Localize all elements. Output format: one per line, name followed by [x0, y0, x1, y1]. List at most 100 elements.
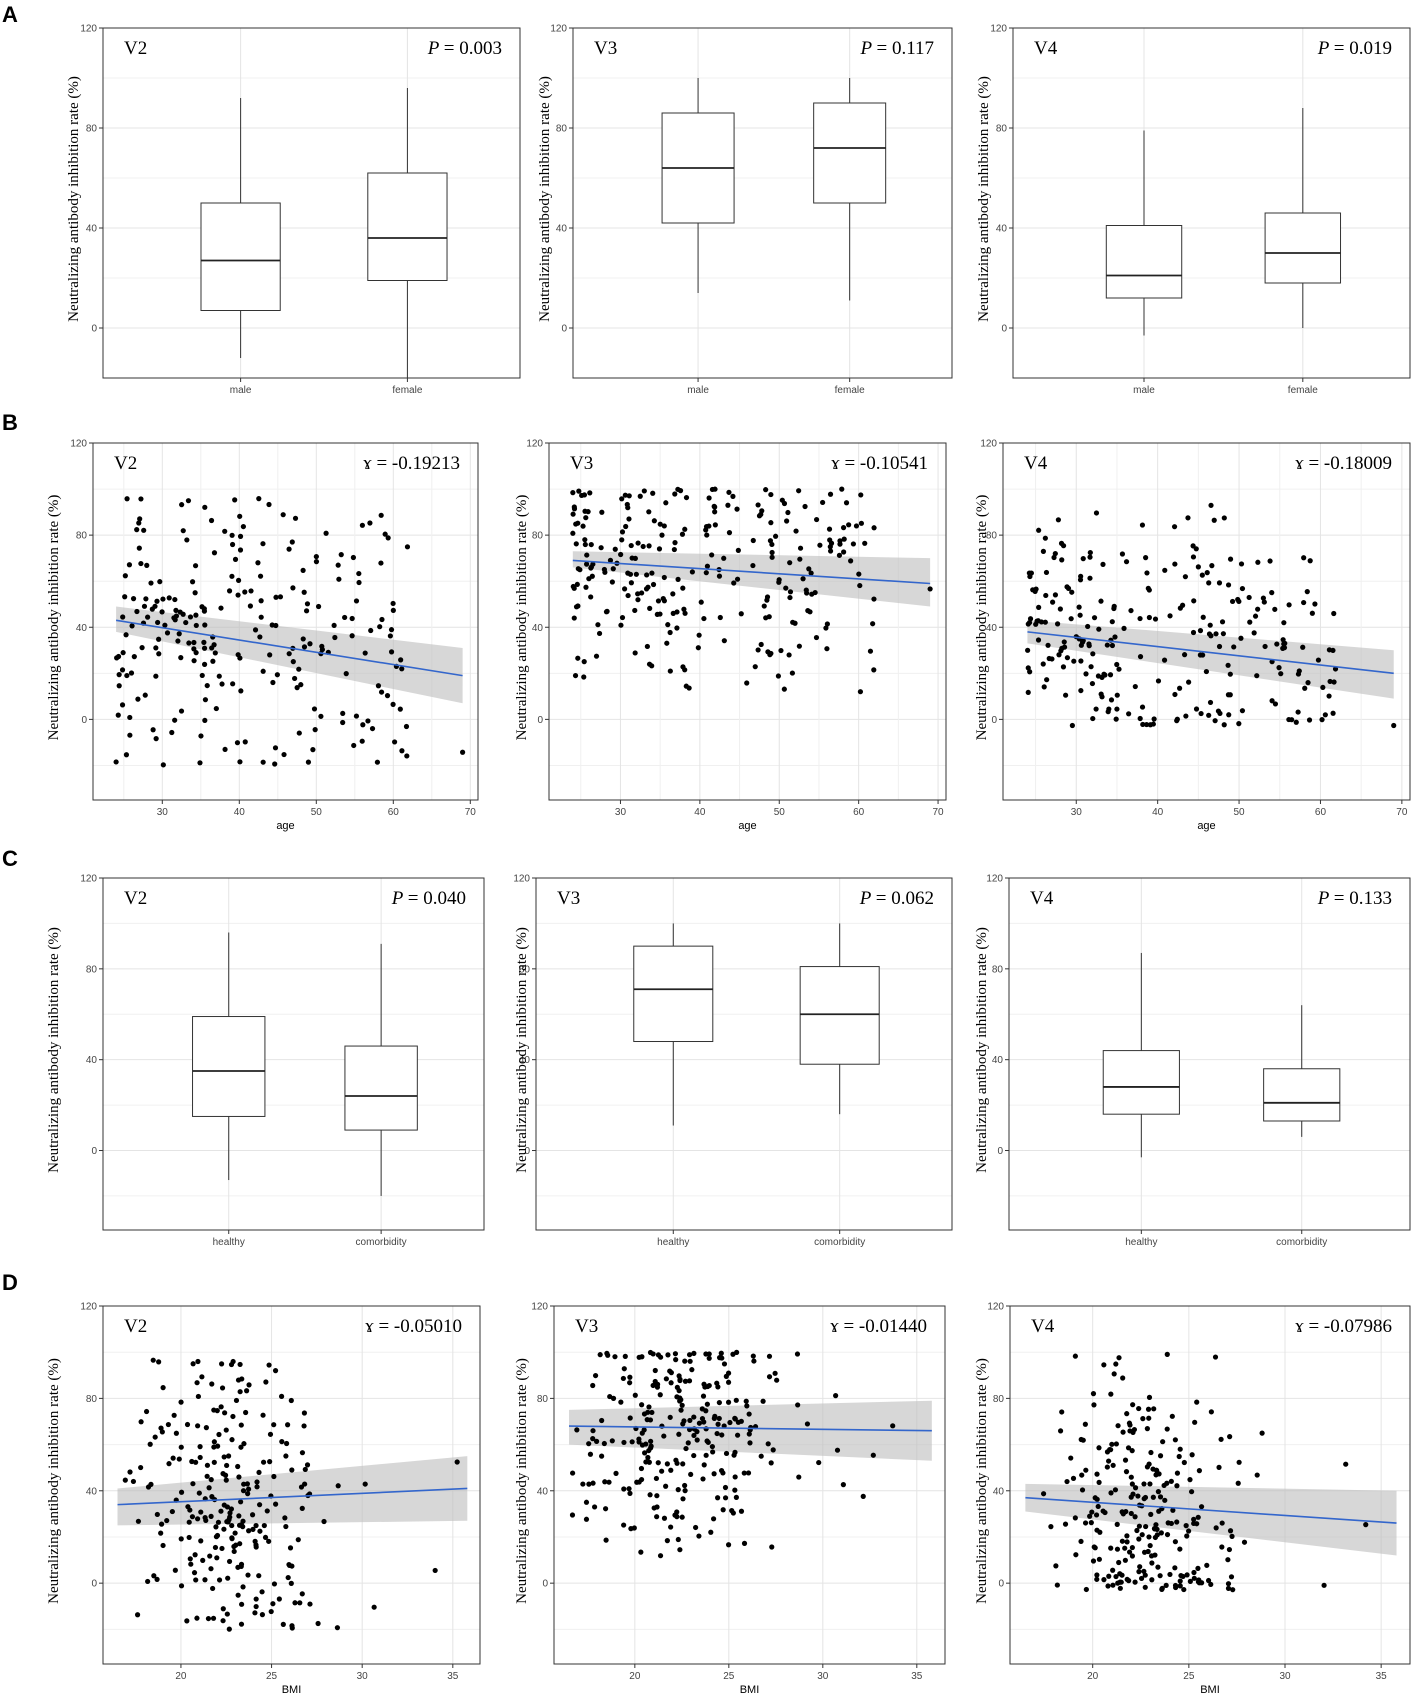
scatter-point	[1116, 1559, 1122, 1566]
scatter-point	[1098, 598, 1104, 604]
scatter-point	[377, 624, 383, 630]
y-tick-label: 120	[80, 1302, 97, 1313]
panel-stat: ɤ = -0.19213	[363, 453, 460, 474]
scatter-point	[1227, 1528, 1234, 1534]
x-tick-label: 60	[388, 807, 400, 818]
scatter-point	[241, 1441, 247, 1447]
scatter-point	[282, 1515, 288, 1521]
scatter-point	[704, 563, 711, 569]
scatter-point	[1343, 1461, 1349, 1467]
scatter-point	[1261, 599, 1267, 605]
scatter-point	[582, 537, 588, 543]
scatter-point	[130, 596, 137, 602]
scatter-point	[201, 645, 208, 651]
scatter-point	[733, 1494, 739, 1500]
scatter-point	[301, 1423, 307, 1429]
scatter-point	[1069, 589, 1075, 595]
scatter-point	[195, 1358, 201, 1365]
scatter-point	[226, 588, 233, 594]
scatter-point	[870, 621, 876, 627]
scatter-point	[583, 515, 589, 521]
scatter-point	[1153, 1472, 1159, 1478]
scatter-point	[1322, 712, 1328, 718]
scatter-point	[224, 1611, 230, 1617]
scatter-point	[619, 496, 625, 502]
scatter-point	[192, 1552, 198, 1558]
scatter-point	[211, 1407, 217, 1413]
scatter-point	[1095, 673, 1102, 679]
scatter-point	[714, 1430, 720, 1437]
x-tick-label: 30	[615, 807, 627, 818]
scatter-point	[691, 1452, 697, 1459]
scatter-point	[722, 1495, 729, 1501]
scatter-point	[1040, 548, 1046, 554]
scatter-point	[202, 697, 209, 703]
scatter-point	[619, 537, 625, 543]
scatter-point	[178, 1399, 184, 1405]
scatter-point	[621, 1522, 627, 1528]
box-male	[200, 98, 281, 358]
scatter-point	[288, 1397, 294, 1404]
scatter-point	[260, 668, 266, 674]
scatter-point	[796, 1474, 802, 1480]
scatter-point	[1149, 1560, 1155, 1566]
y-tick-label: 0	[991, 715, 997, 726]
scatter-point	[176, 631, 182, 637]
scatter-point	[124, 496, 130, 502]
scatter-point	[197, 1444, 203, 1450]
scatter-point	[679, 1402, 685, 1408]
scatter-point	[233, 1397, 240, 1404]
scatter-point	[153, 673, 159, 679]
scatter-point	[1168, 1478, 1174, 1484]
x-tick-label-female: female	[835, 385, 865, 396]
x-axis-title: BMI	[1200, 1684, 1220, 1696]
scatter-point	[586, 1481, 592, 1487]
scatter-point	[261, 1522, 267, 1529]
scatter-point	[371, 1604, 377, 1610]
scatter-point	[796, 643, 802, 649]
scatter-point	[1078, 1538, 1084, 1545]
scatter-point	[660, 596, 666, 602]
scatter-point	[1170, 1507, 1176, 1513]
scatter-point	[1241, 1539, 1248, 1545]
scatter-point	[597, 1352, 603, 1358]
scatter-point	[841, 549, 847, 555]
scatter-point	[135, 696, 141, 702]
y-axis-title: Neutralizing antibody inhibition rate (%…	[974, 1358, 990, 1604]
scatter-point	[691, 1414, 697, 1420]
scatter-point	[1098, 691, 1104, 697]
scatter-point	[664, 640, 670, 646]
scatter-point	[741, 1540, 748, 1546]
scatter-point	[1220, 631, 1226, 637]
scatter-point	[204, 1473, 210, 1479]
scatter-point	[173, 613, 180, 619]
scatter-point	[134, 608, 140, 615]
scatter-point	[1209, 563, 1215, 569]
panel-visit-label: V3	[575, 1316, 598, 1337]
scatter-point	[744, 1403, 750, 1409]
scatter-point	[659, 1468, 665, 1474]
scatter-point	[205, 1615, 212, 1622]
scatter-point	[1180, 1573, 1186, 1580]
scatter-point	[778, 647, 784, 654]
scatter-point	[1144, 1426, 1150, 1432]
scatter-point	[649, 663, 655, 669]
scatter-point	[256, 1502, 263, 1508]
scatter-point	[570, 583, 576, 590]
scatter-point	[221, 1454, 227, 1460]
scatter-point	[170, 1455, 176, 1461]
x-tick-label: 30	[1279, 1671, 1291, 1682]
scatter-point	[228, 1506, 235, 1512]
scatter-point	[162, 622, 168, 628]
scatter-point	[1296, 668, 1302, 674]
scatter-point	[682, 1488, 688, 1494]
box-iqr	[813, 102, 887, 204]
scatter-point	[238, 1522, 245, 1528]
scatter-point	[682, 1482, 688, 1489]
scatter-point	[222, 1410, 228, 1416]
scatter-point	[1254, 1472, 1260, 1478]
plot-background	[554, 1306, 945, 1664]
scatter-point	[709, 486, 716, 493]
scatter-point	[1152, 616, 1159, 622]
scatter-point	[229, 1522, 235, 1529]
